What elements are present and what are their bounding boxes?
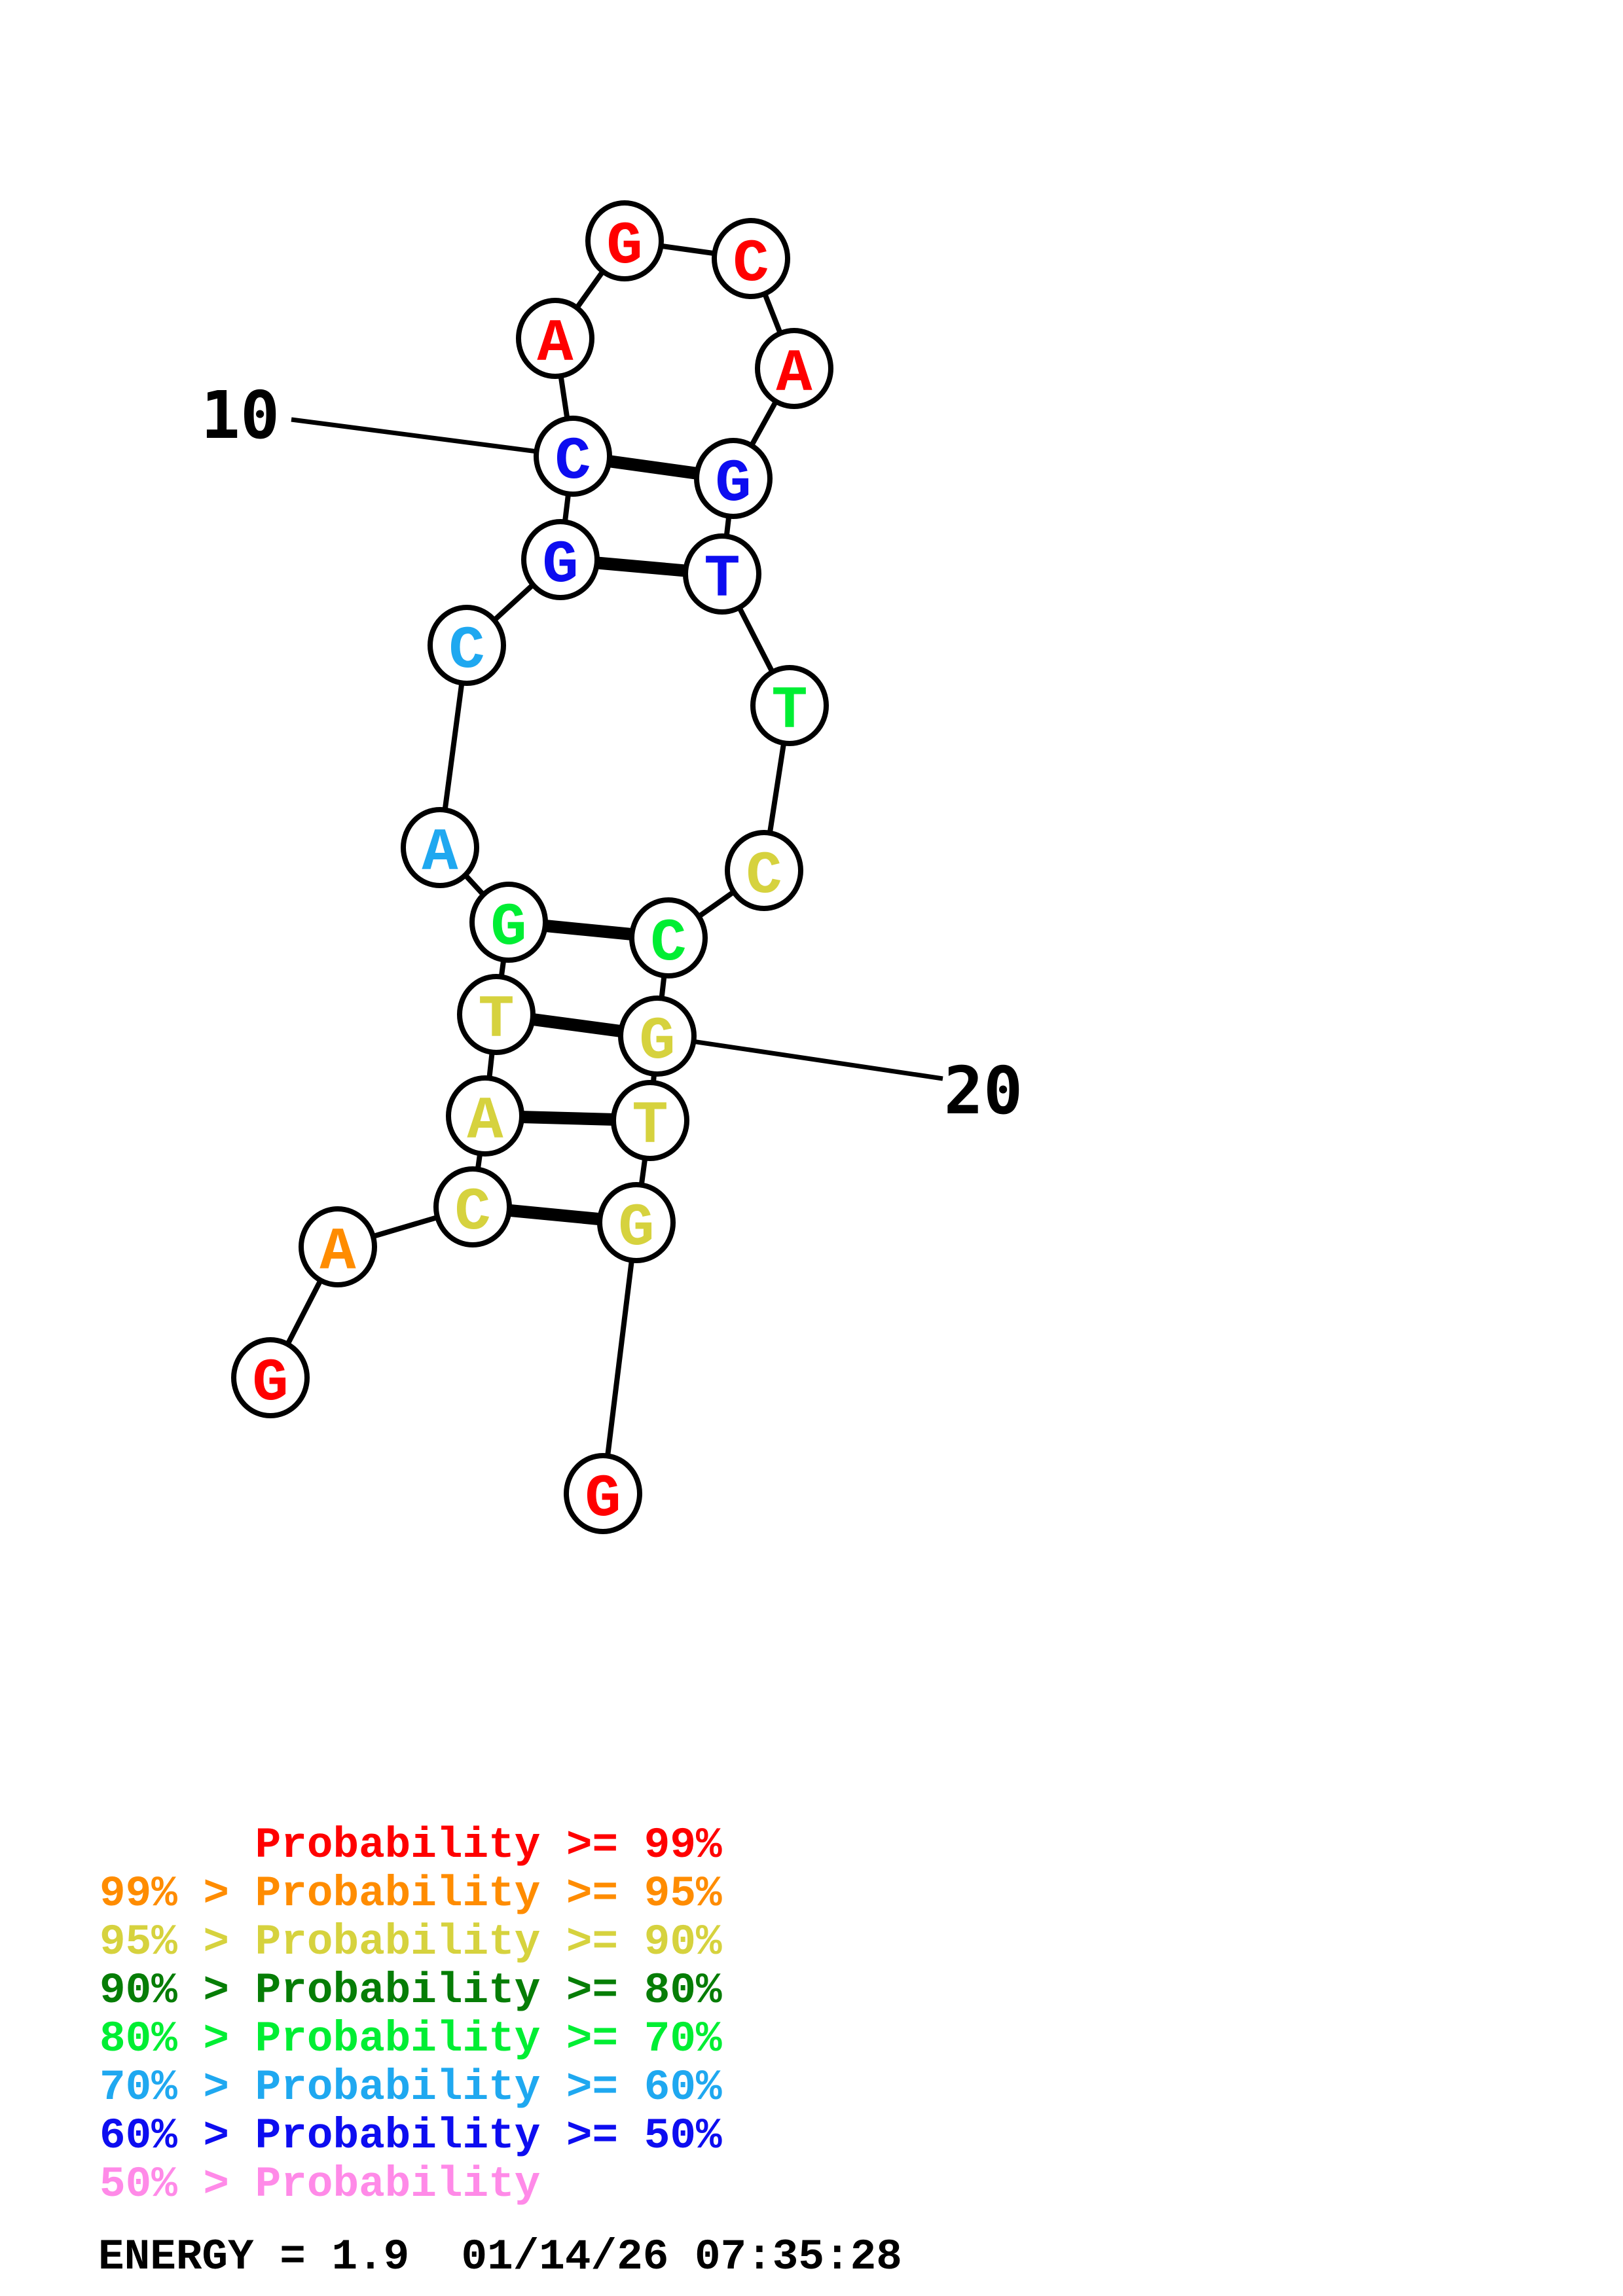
nucleotide-12-circle [585, 200, 664, 281]
nucleotide-20-base-letter: G [639, 1007, 675, 1076]
nucleotide-1-circle [231, 1337, 310, 1418]
legend-row-7: 60% > Probability >= 50% [100, 2111, 722, 2161]
nucleotide-21-base-letter: T [632, 1092, 668, 1160]
nucleotide-18-base-letter: C [746, 842, 782, 910]
nucleotide-3-circle [433, 1166, 512, 1247]
nucleotide-21-circle [611, 1080, 689, 1161]
nucleotide-16-base-letter: T [704, 545, 740, 614]
nucleotide-7-base-letter: A [422, 819, 458, 888]
nucleotide-20-circle [618, 996, 697, 1077]
nucleotide-9-circle [521, 519, 600, 600]
nucleotide-23-circle [564, 1453, 642, 1534]
nucleotide-8-circle [428, 605, 506, 686]
label-10-leader-line [291, 417, 574, 459]
nucleotide-15-base-letter: G [715, 450, 751, 518]
nucleotide-4-circle [446, 1075, 524, 1157]
nucleotide-14-circle [755, 328, 833, 409]
legend-row-6: 70% > Probability >= 60% [100, 2063, 722, 2112]
nucleotide-1-base-letter: G [252, 1349, 288, 1418]
legend-row-4: 90% > Probability >= 80% [100, 1966, 722, 2015]
nucleotide-5-circle [457, 974, 536, 1055]
position-label-20: 20 [944, 1052, 1023, 1129]
nucleotide-13-circle [712, 218, 790, 299]
nucleotide-2-circle [299, 1206, 377, 1287]
nucleotide-7-circle [401, 807, 479, 888]
nucleotide-15-circle [694, 438, 773, 519]
legend-row-5: 80% > Probability >= 70% [100, 2015, 722, 2064]
label-20-leader-line [657, 1033, 943, 1081]
nucleotide-16-circle [683, 533, 761, 615]
nucleotide-11-base-letter: A [537, 310, 574, 378]
nucleotide-13-base-letter: C [733, 230, 769, 298]
nucleotide-23-base-letter: G [585, 1465, 621, 1534]
nucleotide-3-base-letter: C [454, 1178, 490, 1247]
nucleotide-9-base-letter: G [542, 531, 578, 600]
legend-row-8: 50% > Probability [100, 2160, 541, 2209]
nucleotide-5-base-letter: T [478, 986, 514, 1054]
nucleotide-17-circle [750, 665, 829, 746]
nucleotide-2-base-letter: A [319, 1218, 356, 1287]
nucleotide-10-circle [534, 416, 612, 497]
nucleotide-11-circle [516, 298, 594, 379]
legend-row-2: 99% > Probability >= 95% [100, 1869, 722, 1918]
nucleotide-19-circle [629, 897, 708, 978]
legend-row-3: 95% > Probability >= 90% [100, 1918, 722, 1967]
energy-timestamp-text: ENERGY = 1.9 01/14/26 07:35:28 [98, 2233, 902, 2282]
nucleotide-8-base-letter: C [448, 617, 484, 685]
backbone-bond-22-23 [600, 1222, 639, 1494]
nucleotide-12-base-letter: G [606, 212, 642, 281]
nucleotide-4-base-letter: A [467, 1087, 503, 1156]
legend-row-1: Probability >= 99% [100, 1821, 722, 1870]
nucleotide-10-base-letter: C [555, 427, 591, 496]
nucleotide-6-base-letter: G [490, 893, 526, 962]
nucleotide-18-circle [725, 830, 803, 911]
nucleotide-6-circle [469, 882, 548, 963]
nucleotide-14-base-letter: A [776, 340, 812, 408]
nucleotide-19-base-letter: C [650, 909, 686, 978]
nucleotide-17-base-letter: T [771, 677, 807, 745]
nucleotide-22-circle [597, 1182, 676, 1263]
position-label-10: 10 [201, 377, 280, 454]
nucleotide-22-base-letter: G [618, 1194, 654, 1263]
